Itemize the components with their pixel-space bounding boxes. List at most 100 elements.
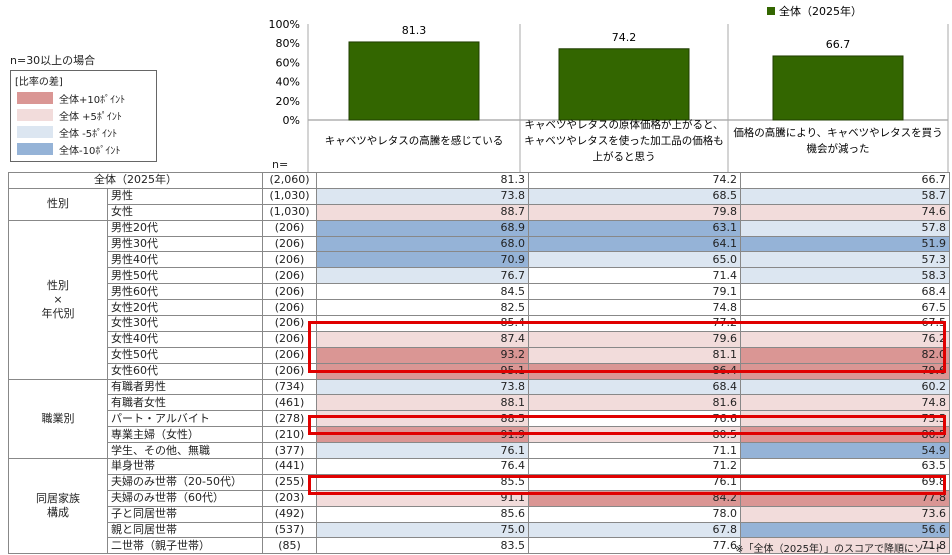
legend-swatch [17,143,53,155]
row-n: (206) [262,299,317,317]
legend-item: 全体 +5ﾎﾟｲﾝﾄ [17,108,157,123]
row-value: 60.2 [740,378,950,396]
row-value: 65.0 [528,251,741,269]
row-n: (206) [262,267,317,285]
row-value: 83.5 [316,537,529,555]
group-label-line: 同居家族 [36,492,80,506]
table-row: パート・アルバイト (278) 88.5 76.6 75.5 [9,410,950,428]
table-row: 女性50代 (206) 93.2 81.1 82.0 [9,346,950,364]
row-value: 74.6 [740,203,950,221]
row-label: 男性50代 [107,267,263,285]
row-value: 71.4 [528,267,741,285]
category-label: キャベツやレタスの高騰を感じている [325,134,504,147]
row-value: 56.6 [740,521,950,539]
row-label: 女性40代 [107,330,263,348]
group-label-line: 年代別 [41,306,75,320]
row-value: 73.6 [740,505,950,523]
category-label: 上がると思う [593,150,656,163]
legend-item: 全体-10ﾎﾟｲﾝﾄ [17,142,157,157]
row-value: 79.1 [528,283,741,301]
table-row: 有職者女性 (461) 88.1 81.6 74.8 [9,394,950,412]
row-value: 71.2 [528,458,741,475]
bar [772,55,904,121]
highlight-couple-60s [308,475,946,495]
row-n: (85) [262,537,317,555]
row-value: 68.4 [528,378,741,396]
row-value: 68.4 [740,283,950,301]
table-row: 性別 男性 (1,030) 73.8 68.5 58.7 [8,187,950,221]
row-n: (1,030) [262,187,317,205]
row-value: 88.5 [316,410,529,428]
y-tick-label: 40% [276,76,300,89]
row-value: 81.1 [528,346,741,364]
row-value: 67.8 [528,521,741,539]
data-label: 66.7 [826,38,851,51]
total-value: 74.2 [528,172,741,189]
group-label-line: × [53,292,63,306]
legend-swatch [17,126,53,138]
legend-label: 全体 -5ﾎﾟｲﾝﾄ [59,129,118,140]
row-n: (206) [262,283,317,301]
group-label-line: 職業別 [41,411,75,425]
row-label: パート・アルバイト [107,410,263,428]
legend-swatch [17,92,53,104]
row-value: 74.8 [528,299,741,317]
row-value: 76.1 [316,442,529,460]
row-label: 専業主婦（女性） [107,426,263,444]
row-value: 85.6 [316,505,529,523]
category-label: キャベツやレタスの原体価格が上がると、 [524,118,723,131]
table-row: 女性40代 (206) 87.4 79.6 76.2 [9,330,950,348]
legend-label: 全体-10ﾎﾟｲﾝﾄ [59,146,121,157]
row-label: 学生、その他、無職 [107,442,263,460]
row-value: 68.9 [316,219,529,237]
group-label-line: 性別 [47,278,69,292]
difference-legend: [比率の差] 全体+10ﾎﾟｲﾝﾄ 全体 +5ﾎﾟｲﾝﾄ 全体 -5ﾎﾟｲﾝﾄ 全体-… [10,70,157,162]
row-value: 81.6 [528,394,741,412]
row-label: 単身世帯 [107,458,263,475]
row-value: 68.5 [528,187,741,205]
row-value: 77.6 [528,537,741,555]
row-value: 57.8 [740,219,950,237]
row-value: 63.1 [528,219,741,237]
table-row-total: 全体（2025年） (2,060) 81.3 74.2 66.7 [8,172,950,189]
row-value: 79.6 [528,330,741,348]
category-label: キャベツやレタスを使った加工品の価格も [524,134,724,147]
group-label-line: 構成 [47,506,69,520]
row-n: (206) [262,251,317,269]
row-n: (537) [262,521,317,539]
table-row: 女性20代 (206) 82.5 74.8 67.5 [9,299,950,317]
group-label: 性別 × 年代別 [8,219,108,380]
row-value: 58.3 [740,267,950,285]
n-header: n= [272,158,289,171]
row-n: (441) [262,458,317,475]
table-row: 親と同居世帯 (537) 75.0 67.8 56.6 [9,521,950,539]
bar [558,48,690,121]
row-label: 女性60代 [107,362,263,380]
table-row: 職業別 有職者男性 (734) 73.8 68.4 60.2 [8,378,950,460]
highlight-women-40-60 [308,321,946,373]
table-row: 男性30代 (206) 68.0 64.1 51.9 [9,235,950,253]
row-value: 78.0 [528,505,741,523]
row-value: 70.9 [316,251,529,269]
row-value: 64.1 [528,235,741,253]
row-label: 夫婦のみ世帯（20-50代） [107,473,263,491]
row-value: 88.7 [316,203,529,221]
row-label: 男性 [107,187,263,205]
table-row: 男性60代 (206) 84.5 79.1 68.4 [9,283,950,301]
row-label: 夫婦のみ世帯（60代） [107,489,263,507]
category-label: 価格の高騰により、キャベツやレタスを買う [733,126,942,139]
bar-chart: 0% 20% 40% 60% 80% 100% 81.3 キャベツやレタスの高騰を感じている 7… [269,4,949,172]
row-n: (1,030) [262,203,317,221]
data-table: 全体（2025年） (2,060) 81.3 74.2 66.7 性別 男性 (1,030) 7… [8,172,950,555]
table-row: 性別 × 年代別 男性20代 (206) 68.9 63.1 57.8 [8,219,950,380]
group-label-line: 性別 [47,197,69,211]
row-label: 有職者男性 [107,378,263,396]
row-n: (206) [262,219,317,237]
row-n: (734) [262,378,317,396]
table-row: 夫婦のみ世帯（20-50代） (255) 85.5 76.1 69.8 [9,473,950,491]
legend-item: 全体 -5ﾎﾟｲﾝﾄ [17,125,157,140]
data-label: 74.2 [612,31,637,44]
table-row: 二世帯（親子世帯） (85) 83.5 77.6 71.8 [9,537,950,555]
row-value: 88.1 [316,394,529,412]
legend-item: 全体+10ﾎﾟｲﾝﾄ [17,91,157,106]
